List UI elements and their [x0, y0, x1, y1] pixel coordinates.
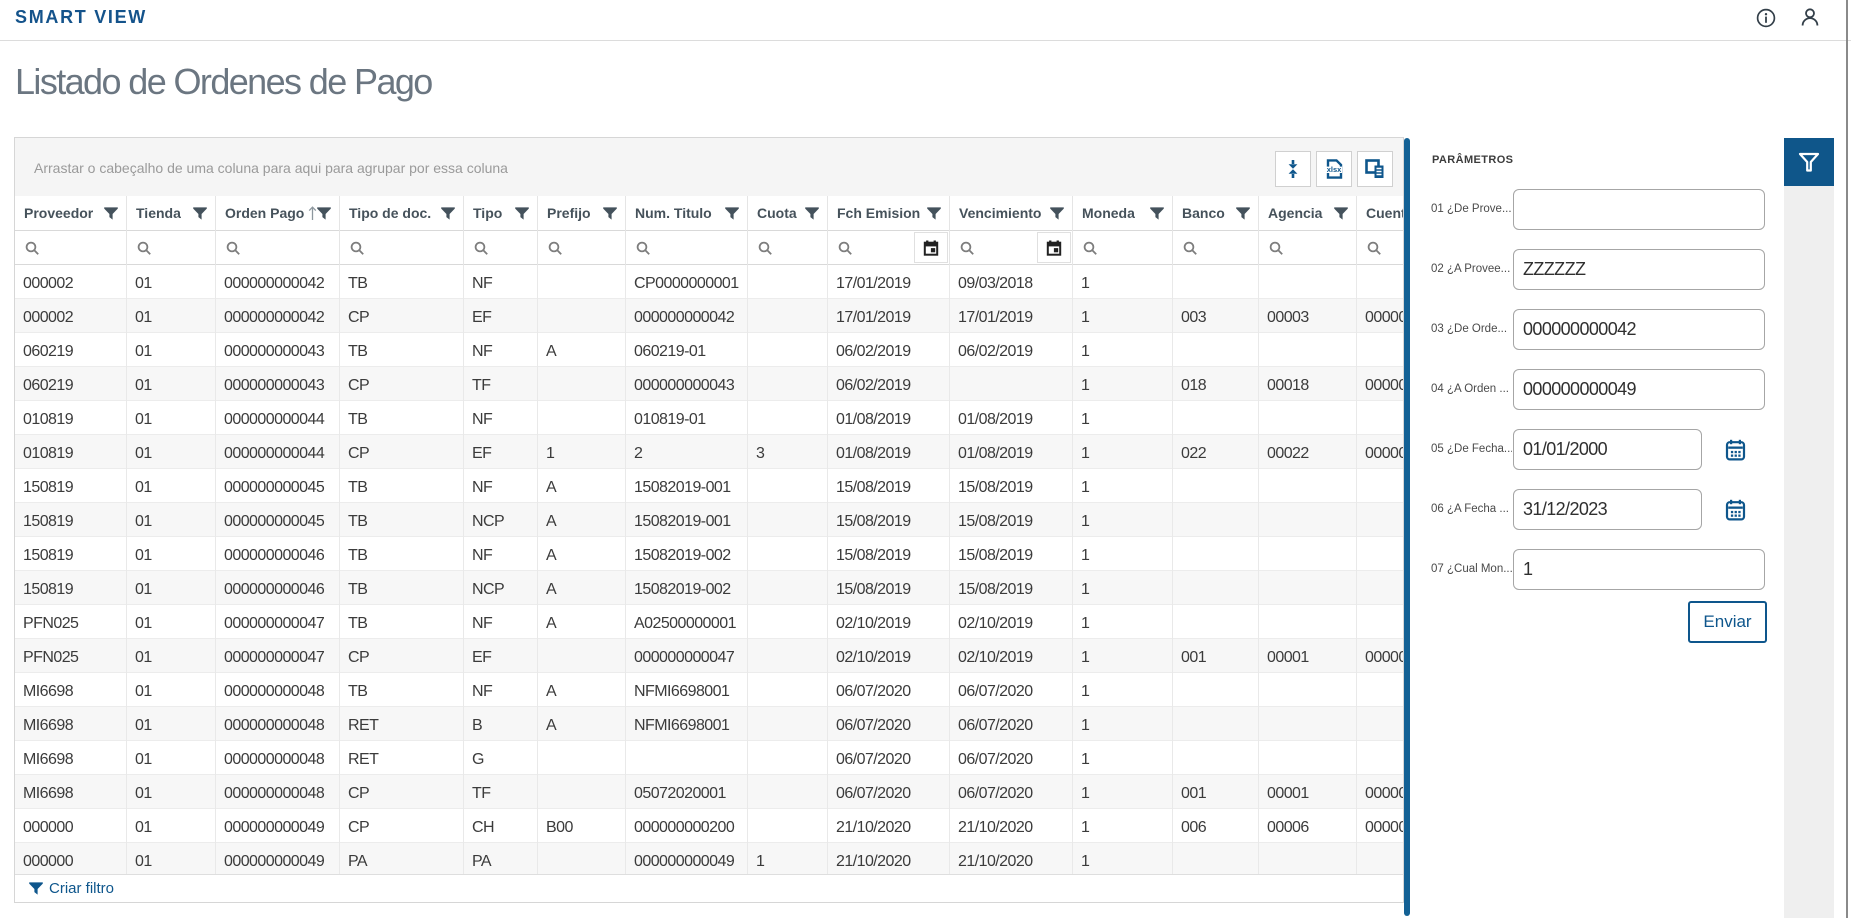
- svg-text:xlsx: xlsx: [1327, 165, 1342, 174]
